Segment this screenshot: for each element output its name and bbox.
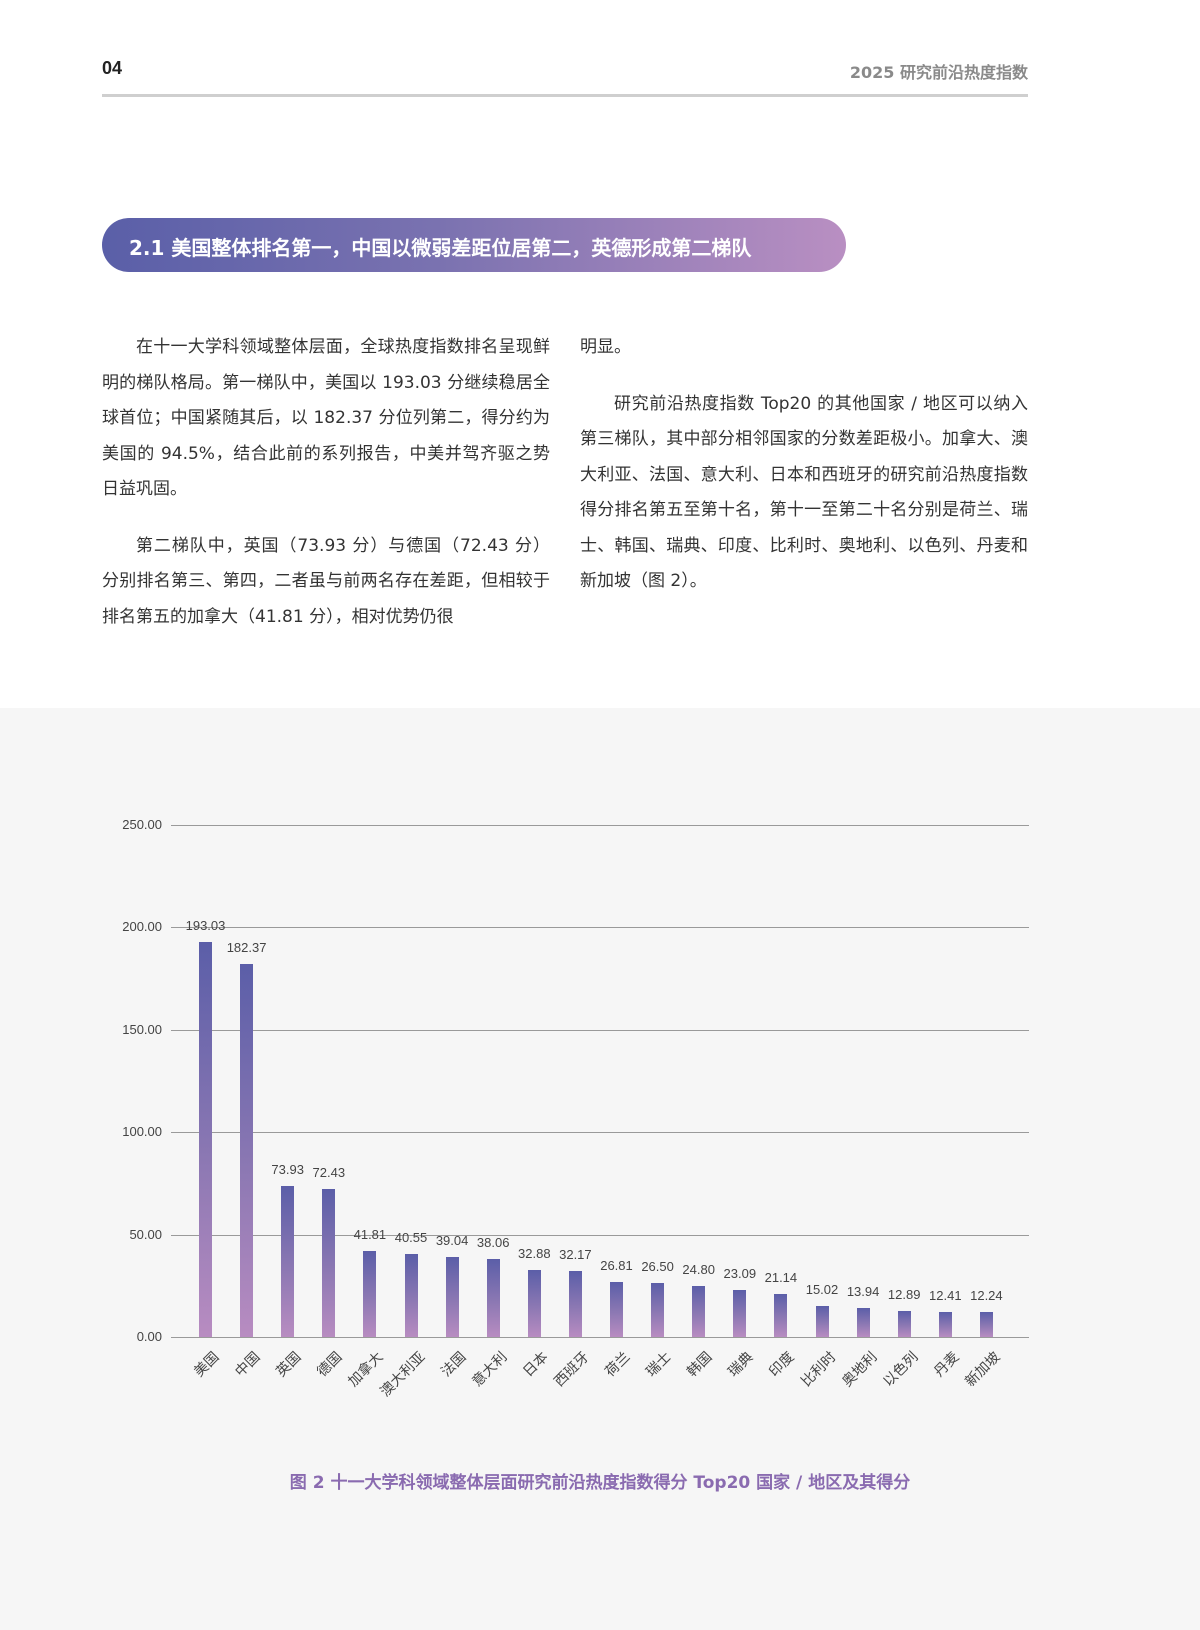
- bar: [322, 1188, 336, 1337]
- gridline: [171, 927, 1029, 929]
- bar-value-label: 23.09: [723, 1265, 757, 1281]
- bar-value-label: 40.55: [394, 1229, 428, 1245]
- x-tick-label: 印度: [766, 1349, 798, 1381]
- bar-value-label: 32.17: [559, 1247, 592, 1263]
- bar: [281, 1185, 295, 1337]
- y-tick-label: 100.00: [122, 1124, 162, 1140]
- x-tick-label: 英国: [273, 1349, 305, 1381]
- bar: [610, 1282, 623, 1337]
- bar-value-label: 12.41: [929, 1287, 962, 1303]
- bar-value-label: 72.43: [312, 1164, 346, 1180]
- bar-value-label: 32.88: [518, 1245, 551, 1261]
- gridline: [171, 1029, 1029, 1031]
- x-tick-label: 瑞士: [643, 1349, 675, 1381]
- y-tick-label: 250.00: [122, 817, 162, 832]
- figure-caption: 图 2 十一大学科领域整体层面研究前沿热度指数得分 Top20 国家 / 地区及…: [289, 1473, 911, 1493]
- y-tick-label: 50.00: [129, 1226, 162, 1242]
- x-tick-label: 西班牙: [551, 1349, 593, 1391]
- paragraph: 第二梯队中，英国（73.93 分）与德国（72.43 分）分别排名第三、第四，二…: [102, 535, 550, 627]
- paragraph: 在十一大学科领域整体层面，全球热度指数排名呈现鲜明的梯队格局。第一梯队中，美国以…: [102, 337, 550, 499]
- body-column-right: 明显。 研究前沿热度指数 Top20 的其他国家 / 地区可以纳入第三梯队，其中…: [580, 330, 1028, 621]
- bar-value-label: 41.81: [353, 1227, 387, 1243]
- x-tick-label: 新加坡: [962, 1349, 1004, 1391]
- x-tick-label: 瑞典: [725, 1349, 757, 1381]
- bar: [363, 1251, 377, 1337]
- bar-value-label: 21.14: [764, 1269, 798, 1285]
- bar-value-label: 24.80: [682, 1262, 715, 1278]
- x-tick-label: 比利时: [797, 1349, 839, 1391]
- bar-value-label: 182.37: [226, 939, 267, 955]
- bar-chart: 0.00 50.00 100.00 150.00 200.00 250.00 193.03 美…: [0, 708, 1200, 1630]
- bar: [774, 1293, 788, 1337]
- x-tick-label: 韩国: [684, 1349, 716, 1381]
- bar: [199, 941, 212, 1337]
- gridline: [171, 1234, 1029, 1236]
- y-tick-label: 200.00: [122, 919, 162, 935]
- bar-value-label: 73.93: [271, 1161, 304, 1177]
- page-number: 04: [102, 58, 123, 78]
- x-tick-label: 荷兰: [602, 1349, 634, 1381]
- bar: [979, 1311, 993, 1337]
- bar: [240, 963, 254, 1337]
- x-tick-label: 德国: [314, 1349, 346, 1381]
- bar-value-label: 13.94: [846, 1284, 880, 1300]
- bar: [486, 1259, 500, 1337]
- bar-value-label: 15.02: [805, 1282, 839, 1298]
- bar-value-label: 193.03: [185, 917, 226, 933]
- x-tick-label: 法国: [437, 1349, 470, 1381]
- bar: [445, 1257, 459, 1337]
- gridline: [171, 825, 1029, 826]
- body-column-left: 在十一大学科领域整体层面，全球热度指数排名呈现鲜明的梯队格局。第一梯队中，美国以…: [102, 330, 550, 656]
- x-tick-label: 奥地利: [839, 1349, 881, 1391]
- bar-value-label: 26.50: [641, 1258, 674, 1274]
- x-tick-label: 以色列: [880, 1349, 922, 1391]
- bar-value-label: 26.81: [600, 1258, 633, 1274]
- page-header: 04 2025 研究前沿热度指数: [102, 56, 1028, 97]
- x-tick-label: 美国: [191, 1349, 223, 1381]
- paragraph: 明显。: [580, 337, 631, 357]
- bar-value-label: 12.24: [970, 1287, 1003, 1303]
- bar: [692, 1286, 706, 1337]
- bar: [527, 1269, 541, 1337]
- y-tick-label: 0.00: [136, 1329, 162, 1344]
- bar-value-label: 38.06: [476, 1235, 510, 1251]
- bar: [568, 1271, 582, 1337]
- bar-value-label: 39.04: [435, 1233, 469, 1249]
- y-tick-label: 150.00: [122, 1021, 162, 1037]
- bar: [897, 1310, 911, 1337]
- bar: [856, 1308, 870, 1337]
- bar: [404, 1253, 418, 1337]
- gridline: [171, 1337, 1029, 1338]
- section-title: 2.1 美国整体排名第一，中国以微弱差距位居第二，英德形成第二梯队: [129, 236, 752, 260]
- running-title: 2025 研究前沿热度指数: [849, 63, 1028, 82]
- bar: [651, 1282, 665, 1337]
- bar-value-label: 12.89: [887, 1286, 921, 1302]
- x-tick-label: 意大利: [469, 1349, 511, 1391]
- figure-panel: 0.00 50.00 100.00 150.00 200.00 250.00 193.03 美…: [0, 708, 1200, 1630]
- section-heading-banner: 2.1 美国整体排名第一，中国以微弱差距位居第二，英德形成第二梯队: [102, 218, 846, 272]
- x-tick-label: 澳大利亚: [377, 1349, 428, 1401]
- bar: [938, 1311, 952, 1337]
- paragraph: 研究前沿热度指数 Top20 的其他国家 / 地区可以纳入第三梯队，其中部分相邻…: [580, 393, 1028, 592]
- bar: [815, 1306, 829, 1337]
- x-tick-label: 丹麦: [931, 1349, 963, 1381]
- bar: [733, 1289, 747, 1337]
- gridline: [171, 1132, 1029, 1134]
- x-tick-label: 日本: [520, 1349, 552, 1381]
- x-tick-label: 中国: [232, 1349, 264, 1381]
